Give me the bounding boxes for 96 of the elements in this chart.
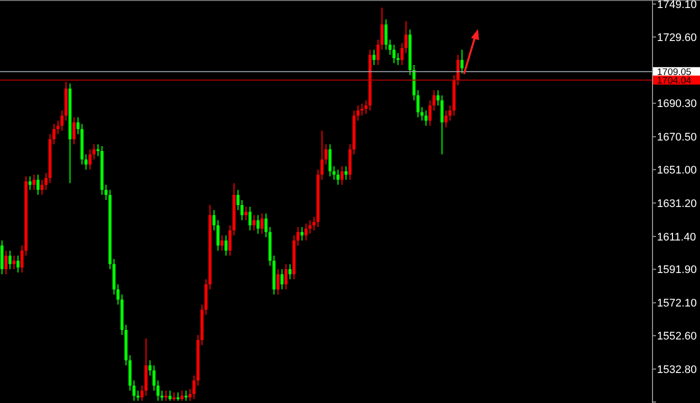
candlestick (184, 390, 188, 402)
candlestick (72, 116, 76, 145)
candlestick (240, 199, 244, 221)
candlestick (248, 206, 252, 231)
y-tick-label: 1651.00 (657, 164, 697, 176)
y-tick-label: 1670.50 (657, 132, 697, 144)
candlestick (16, 255, 20, 274)
candlestick (40, 179, 44, 196)
y-tick-label: 1572.10 (657, 298, 697, 310)
candlestick (456, 54, 460, 86)
candlestick (220, 234, 224, 252)
candlestick (8, 250, 12, 270)
candlestick (380, 7, 384, 50)
candlestick (392, 44, 396, 64)
candlestick (104, 184, 108, 200)
candlestick (52, 124, 56, 145)
candlestick (360, 103, 364, 116)
y-tick-label: 1591.90 (657, 264, 697, 276)
candlestick (180, 390, 184, 402)
candlestick (260, 212, 264, 234)
candlestick (212, 210, 216, 231)
candlestick (76, 116, 80, 135)
candlestick (444, 110, 448, 128)
candlestick (56, 120, 60, 135)
candlestick (304, 223, 308, 241)
y-tick-label: 1552.60 (657, 330, 697, 343)
candlestick (284, 264, 288, 290)
candlestick (376, 39, 380, 66)
candlestick (264, 212, 268, 238)
candlestick (448, 104, 452, 122)
candlestick (276, 268, 280, 295)
candlestick (328, 144, 332, 177)
candlestick (440, 94, 444, 155)
ref-line-label: 1704.04 (657, 75, 692, 86)
y-tick-label: 1631.20 (657, 198, 697, 210)
candlestick (252, 214, 256, 231)
candlestick (32, 174, 36, 190)
candlestick (0, 240, 4, 275)
candlestick (168, 390, 172, 402)
ref-line-label: 1709.05 (657, 66, 692, 78)
candlestick (288, 264, 292, 280)
candlestick (236, 189, 240, 211)
candlestick (224, 234, 228, 256)
candlestick (192, 374, 196, 400)
candlestick (132, 380, 136, 402)
candlestick (88, 148, 92, 170)
candlestick (312, 216, 316, 231)
candlestick (460, 49, 464, 74)
candlestick (436, 90, 440, 106)
y-tick-label: 1729.60 (657, 32, 697, 44)
y-tick-label: 1749.10 (657, 0, 697, 11)
candlestick (188, 388, 192, 402)
candlestick (384, 18, 388, 50)
candlestick (140, 385, 144, 402)
candlestick (164, 390, 168, 402)
candlestick (400, 42, 404, 66)
candlestick (300, 226, 304, 241)
candlestick (416, 90, 420, 118)
candlestick (160, 390, 164, 402)
candlestick (44, 172, 48, 190)
candlestick (320, 130, 324, 180)
candlestick (216, 220, 220, 252)
candlestick (156, 380, 160, 402)
candlestick (280, 268, 284, 290)
candlestick (424, 110, 428, 126)
y-tick-label: 1690.30 (657, 98, 697, 110)
candlestick (256, 214, 260, 234)
candlestick (340, 166, 344, 186)
candlestick (136, 390, 140, 402)
candlestick (356, 104, 360, 122)
candlestick (228, 224, 232, 256)
candlestick (116, 284, 120, 306)
candlestick (84, 154, 88, 170)
candlestick (372, 49, 376, 66)
candlestick (428, 100, 432, 126)
candlestick (388, 39, 392, 56)
y-tick-label: 1532.80 (657, 364, 697, 376)
candlestick (152, 364, 156, 392)
candlestick (96, 144, 100, 157)
candlestick (20, 245, 24, 274)
candlestick (60, 110, 64, 132)
candlestick (92, 144, 96, 160)
candlestick (396, 52, 400, 66)
candlestick (432, 90, 436, 112)
candlestick (4, 250, 8, 275)
candlestick (336, 169, 340, 186)
candlestick (296, 226, 300, 246)
y-tick-label: 1611.40 (657, 231, 696, 244)
candlestick (12, 255, 16, 270)
candlestick (28, 176, 32, 190)
candlestick (420, 106, 424, 122)
candlestick (404, 20, 408, 54)
candlestick (324, 144, 328, 166)
candlestick (36, 174, 40, 196)
candlestick (148, 360, 152, 376)
candlestick (364, 100, 368, 114)
